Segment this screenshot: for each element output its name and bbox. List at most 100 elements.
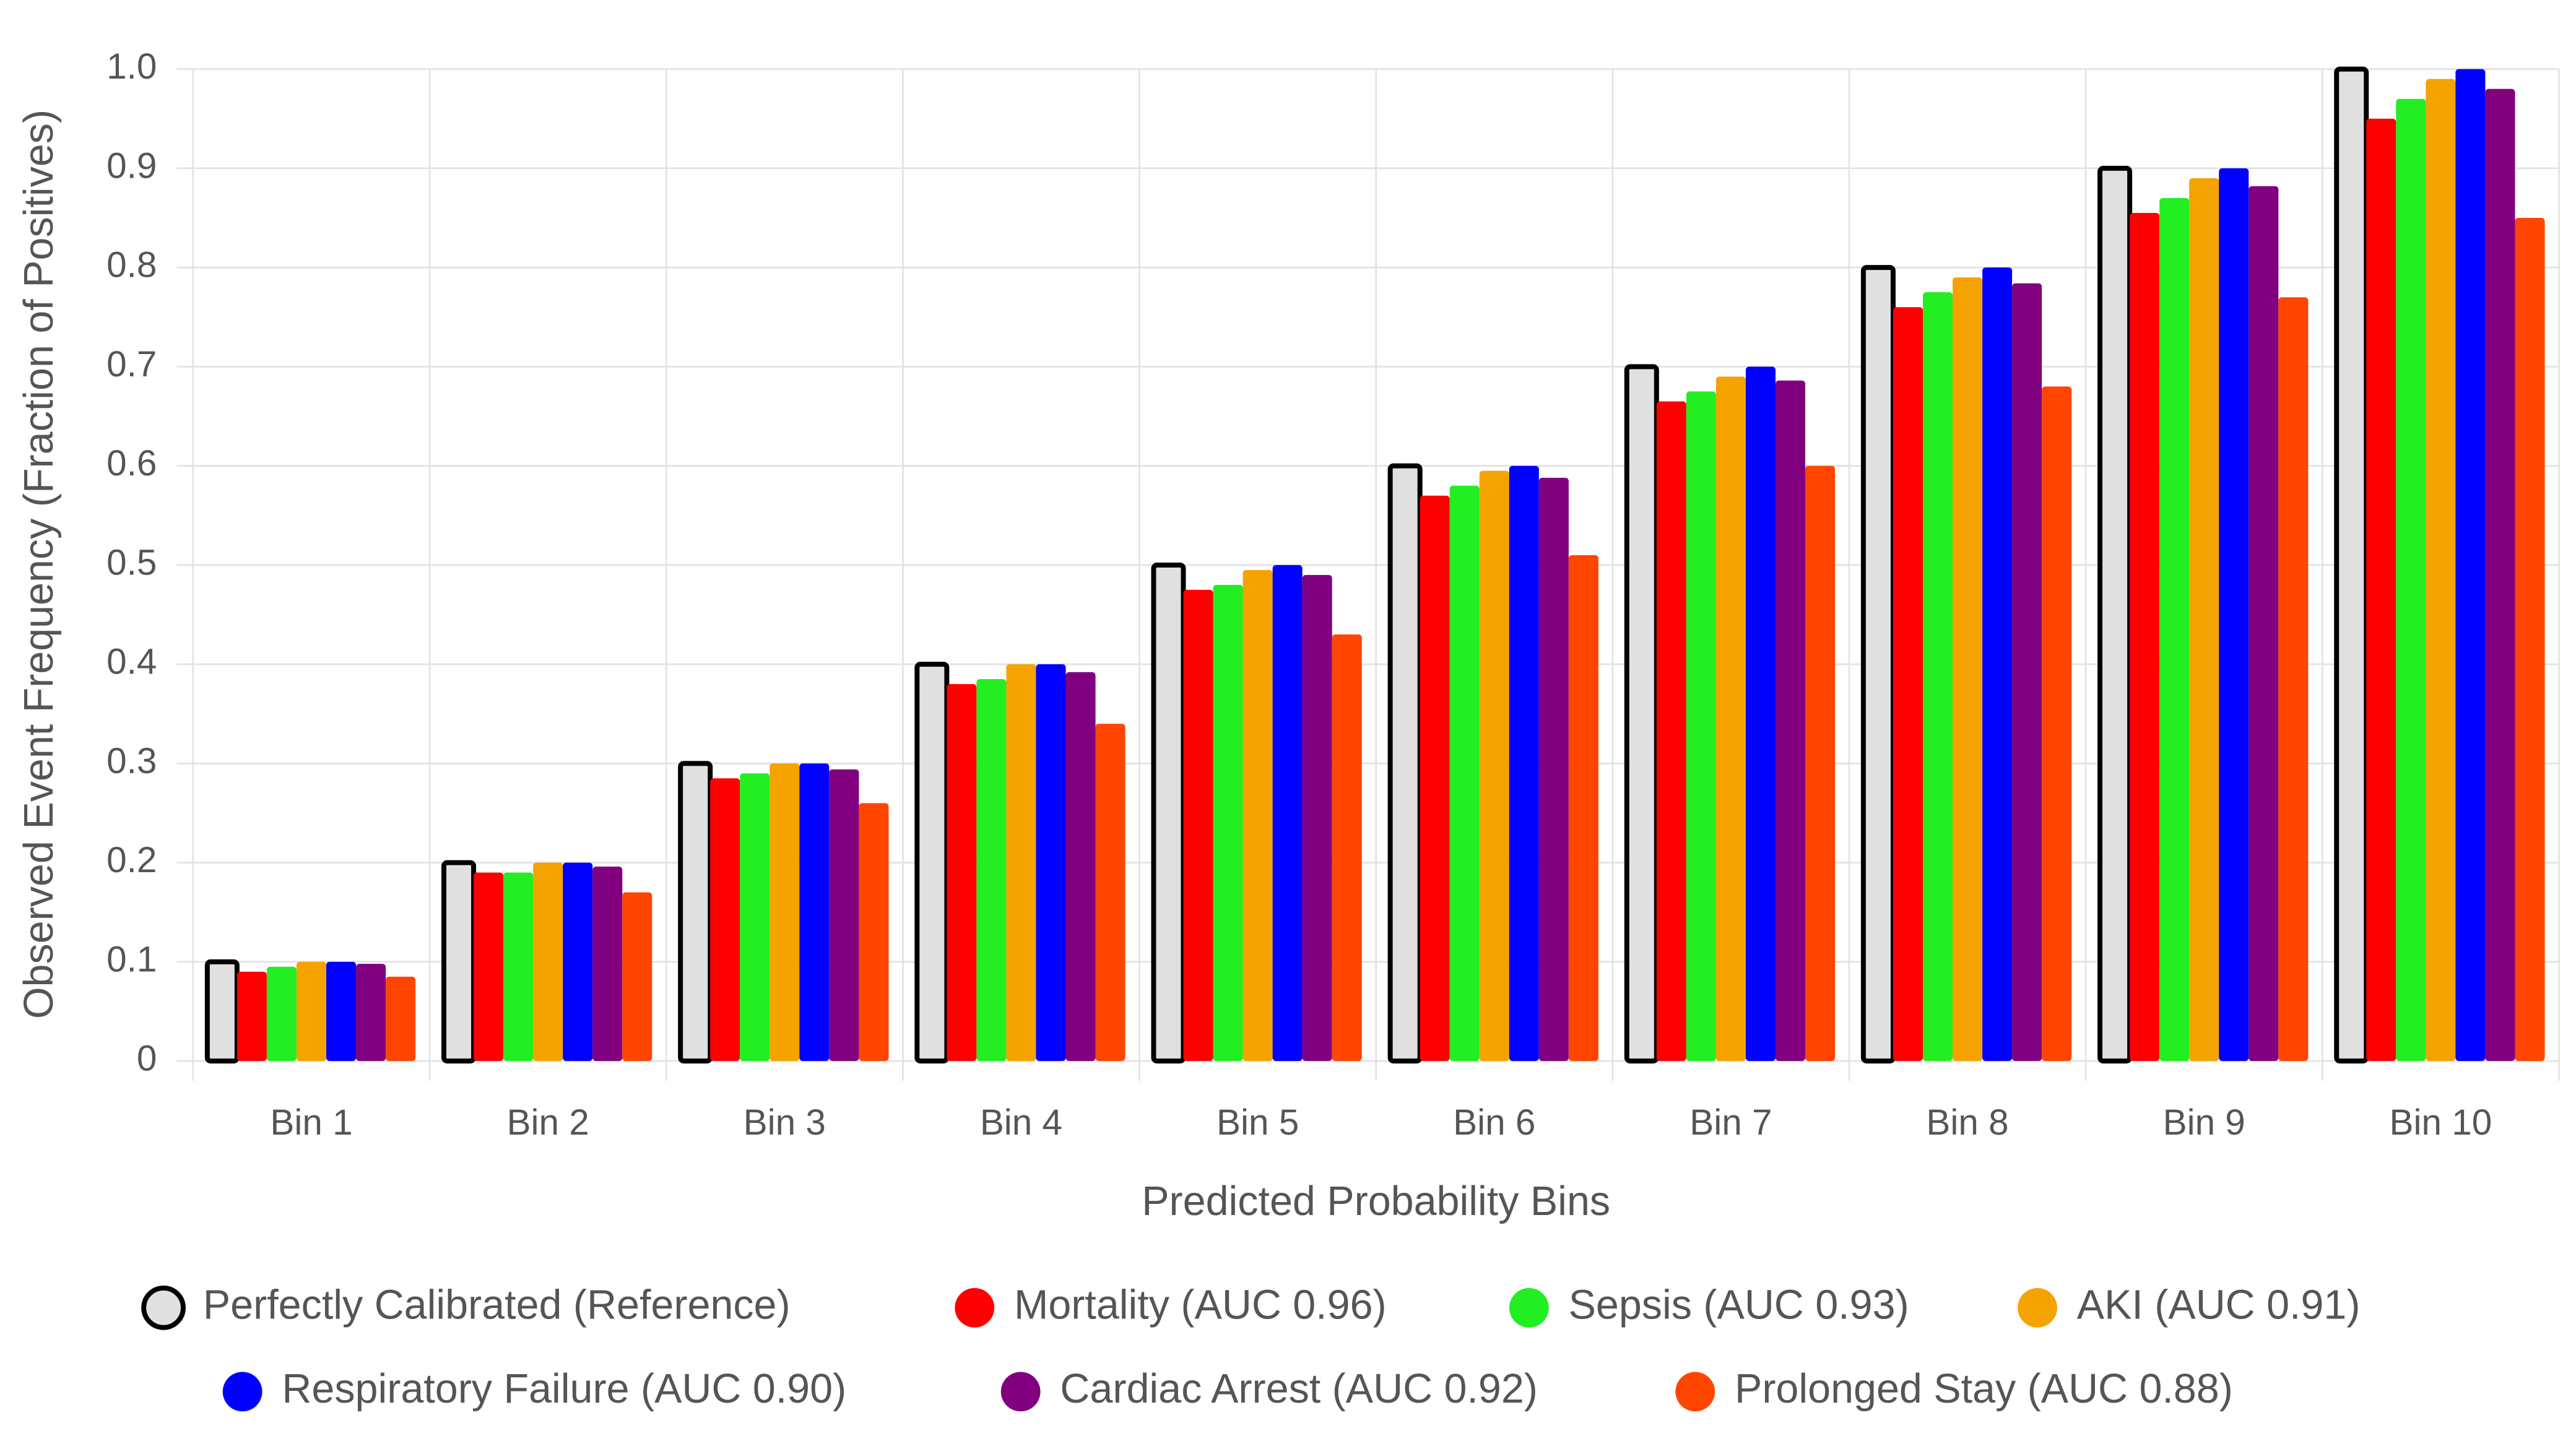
- bar: [503, 872, 534, 1062]
- y-tick-label: 0.7: [106, 344, 157, 384]
- bar: [2219, 168, 2249, 1062]
- bar: [1420, 495, 1450, 1062]
- bar: [914, 662, 950, 1064]
- bar: [2042, 386, 2072, 1062]
- bar: [204, 959, 240, 1064]
- y-tick-label: 1.0: [106, 46, 157, 87]
- bar: [710, 778, 740, 1062]
- bar: [1922, 292, 1953, 1062]
- bar: [2189, 178, 2219, 1062]
- legend-marker: [955, 1287, 995, 1328]
- bar: [1860, 265, 1896, 1064]
- y-tick-label: 0.5: [106, 542, 157, 582]
- legend-label: Cardiac Arrest (AUC 0.92): [1060, 1366, 1537, 1412]
- bar: [2249, 186, 2279, 1062]
- bar: [1568, 555, 1598, 1062]
- bar: [1538, 477, 1569, 1062]
- bar: [1036, 664, 1066, 1062]
- bar: [1805, 465, 1836, 1062]
- bar: [563, 862, 593, 1062]
- legend-marker: [1509, 1287, 1549, 1328]
- bar: [2455, 69, 2486, 1062]
- bar: [829, 769, 859, 1062]
- bar: [1151, 562, 1186, 1064]
- bar: [266, 966, 297, 1062]
- legend-label: AKI (AUC 0.91): [2077, 1282, 2361, 1328]
- bar: [1065, 672, 1096, 1062]
- x-tick-label: Bin 1: [270, 1102, 352, 1143]
- y-tick-label: 0.8: [106, 245, 157, 285]
- legend-marker: [141, 1285, 186, 1330]
- bar: [2485, 89, 2515, 1062]
- bar: [1332, 634, 1362, 1062]
- bar: [236, 971, 267, 1062]
- bar: [799, 763, 830, 1062]
- legend-marker: [1000, 1372, 1041, 1412]
- bar: [1242, 569, 1273, 1062]
- bar: [740, 773, 770, 1062]
- x-tick-label: Bin 2: [507, 1102, 589, 1143]
- bar: [859, 803, 889, 1062]
- x-tick-label: Bin 7: [1689, 1102, 1772, 1143]
- bar: [2012, 283, 2042, 1062]
- bar: [1095, 724, 1125, 1062]
- x-tick-label: Bin 3: [744, 1102, 826, 1143]
- bar: [2515, 217, 2545, 1062]
- bar: [2426, 79, 2456, 1062]
- bar: [1302, 574, 1332, 1062]
- bar: [1479, 470, 1509, 1062]
- x-tick-label: Bin 8: [1926, 1102, 2008, 1143]
- bar: [1715, 376, 1746, 1062]
- bar: [386, 976, 416, 1062]
- bar: [1624, 364, 1659, 1064]
- x-tick-label: Bin 4: [980, 1102, 1062, 1143]
- bar: [326, 961, 357, 1062]
- legend-marker: [1675, 1372, 1715, 1412]
- x-tick-label: Bin 10: [2389, 1102, 2492, 1143]
- bar: [296, 961, 327, 1062]
- y-tick-label: 0.9: [106, 145, 157, 186]
- bar: [1686, 391, 1716, 1062]
- legend-marker: [2018, 1287, 2057, 1328]
- bar: [2396, 98, 2426, 1062]
- bar: [1982, 267, 2013, 1062]
- y-tick-label: 0: [137, 1039, 157, 1079]
- bar: [592, 867, 623, 1062]
- bar: [1449, 485, 1480, 1062]
- bar: [356, 964, 386, 1062]
- bar: [947, 684, 977, 1062]
- legend-label: Mortality (AUC 0.96): [1014, 1282, 1387, 1328]
- bar: [1509, 465, 1539, 1062]
- legend-label: Respiratory Failure (AUC 0.90): [282, 1366, 846, 1412]
- bar: [533, 862, 563, 1062]
- bar: [1745, 366, 1776, 1062]
- bar: [1387, 463, 1423, 1064]
- bar: [1183, 589, 1213, 1062]
- bar: [1893, 307, 1923, 1062]
- bar: [1213, 584, 1243, 1062]
- y-tick-label: 0.2: [106, 840, 157, 880]
- bar: [2159, 197, 2190, 1062]
- bar: [1272, 565, 1303, 1062]
- x-tick-label: Bin 9: [2163, 1102, 2245, 1143]
- y-axis-title: Observed Event Frequency (Fraction of Po…: [16, 110, 62, 1019]
- x-tick-label: Bin 6: [1453, 1102, 1535, 1143]
- bar: [2278, 297, 2309, 1062]
- legend-label: Prolonged Stay (AUC 0.88): [1735, 1366, 2233, 1412]
- bar: [770, 763, 800, 1062]
- legend-label: Sepsis (AUC 0.93): [1569, 1282, 1909, 1328]
- x-tick-label: Bin 5: [1216, 1102, 1299, 1143]
- legend-label: Perfectly Calibrated (Reference): [203, 1282, 791, 1328]
- y-tick-label: 0.1: [106, 939, 157, 979]
- bar: [2130, 212, 2160, 1062]
- bar: [2366, 118, 2396, 1062]
- legend-marker: [222, 1372, 262, 1412]
- bar: [474, 872, 504, 1062]
- y-tick-label: 0.3: [106, 741, 157, 781]
- bar: [678, 761, 713, 1064]
- bar: [2334, 66, 2369, 1064]
- bar: [1775, 380, 1806, 1062]
- x-axis-title: Predicted Probability Bins: [1142, 1179, 1610, 1224]
- bar: [622, 892, 653, 1062]
